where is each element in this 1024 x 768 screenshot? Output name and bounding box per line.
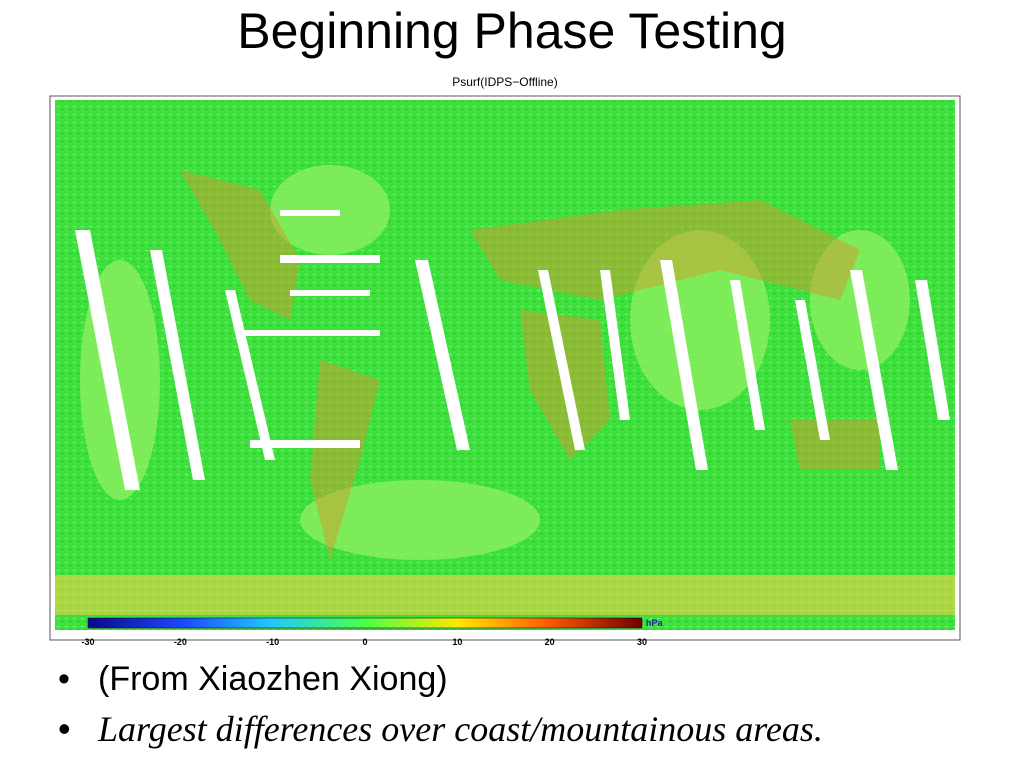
colorbar-tick-label: 20 — [545, 637, 555, 647]
colorbar-ticks: -30 -20 -10 0 10 20 30 — [81, 637, 647, 647]
colorbar-tick-label: 0 — [362, 637, 367, 647]
bullet: • (From Xiaozhen Xiong) — [58, 660, 448, 698]
bullet-text: (From Xiaozhen Xiong) — [98, 660, 448, 698]
colorbar-tick-label: 30 — [637, 637, 647, 647]
slide-title: Beginning Phase Testing — [237, 3, 787, 59]
figure: Psurf(IDPS−Offline) — [49, 75, 961, 647]
colorbar-tick-label: -20 — [174, 637, 187, 647]
colorbar-tick-label: -10 — [266, 637, 279, 647]
figure-title: Psurf(IDPS−Offline) — [452, 75, 557, 89]
colorbar-tick-label: 10 — [452, 637, 462, 647]
colorbar — [87, 617, 643, 629]
colorbar-unit: hPa — [646, 618, 664, 628]
orbit-gaps — [75, 210, 950, 490]
antarctic-band — [55, 575, 955, 615]
bullet-text: Largest differences over coast/mountaino… — [98, 709, 823, 749]
bullet: • Largest differences over coast/mountain… — [58, 708, 823, 749]
colorbar-tick-label: -30 — [81, 637, 94, 647]
